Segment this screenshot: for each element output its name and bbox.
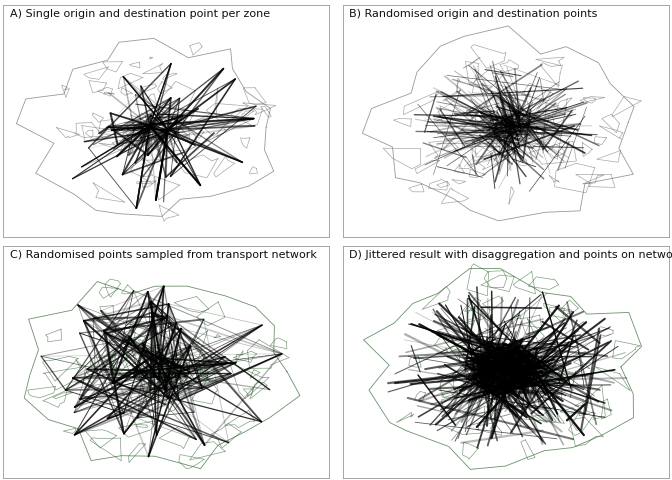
Text: C) Randomised points sampled from transport network: C) Randomised points sampled from transp…: [10, 251, 317, 261]
Text: A) Single origin and destination point per zone: A) Single origin and destination point p…: [10, 10, 270, 19]
Text: B) Randomised origin and destination points: B) Randomised origin and destination poi…: [349, 10, 597, 19]
Text: D) Jittered result with disaggregation and points on network: D) Jittered result with disaggregation a…: [349, 251, 672, 261]
